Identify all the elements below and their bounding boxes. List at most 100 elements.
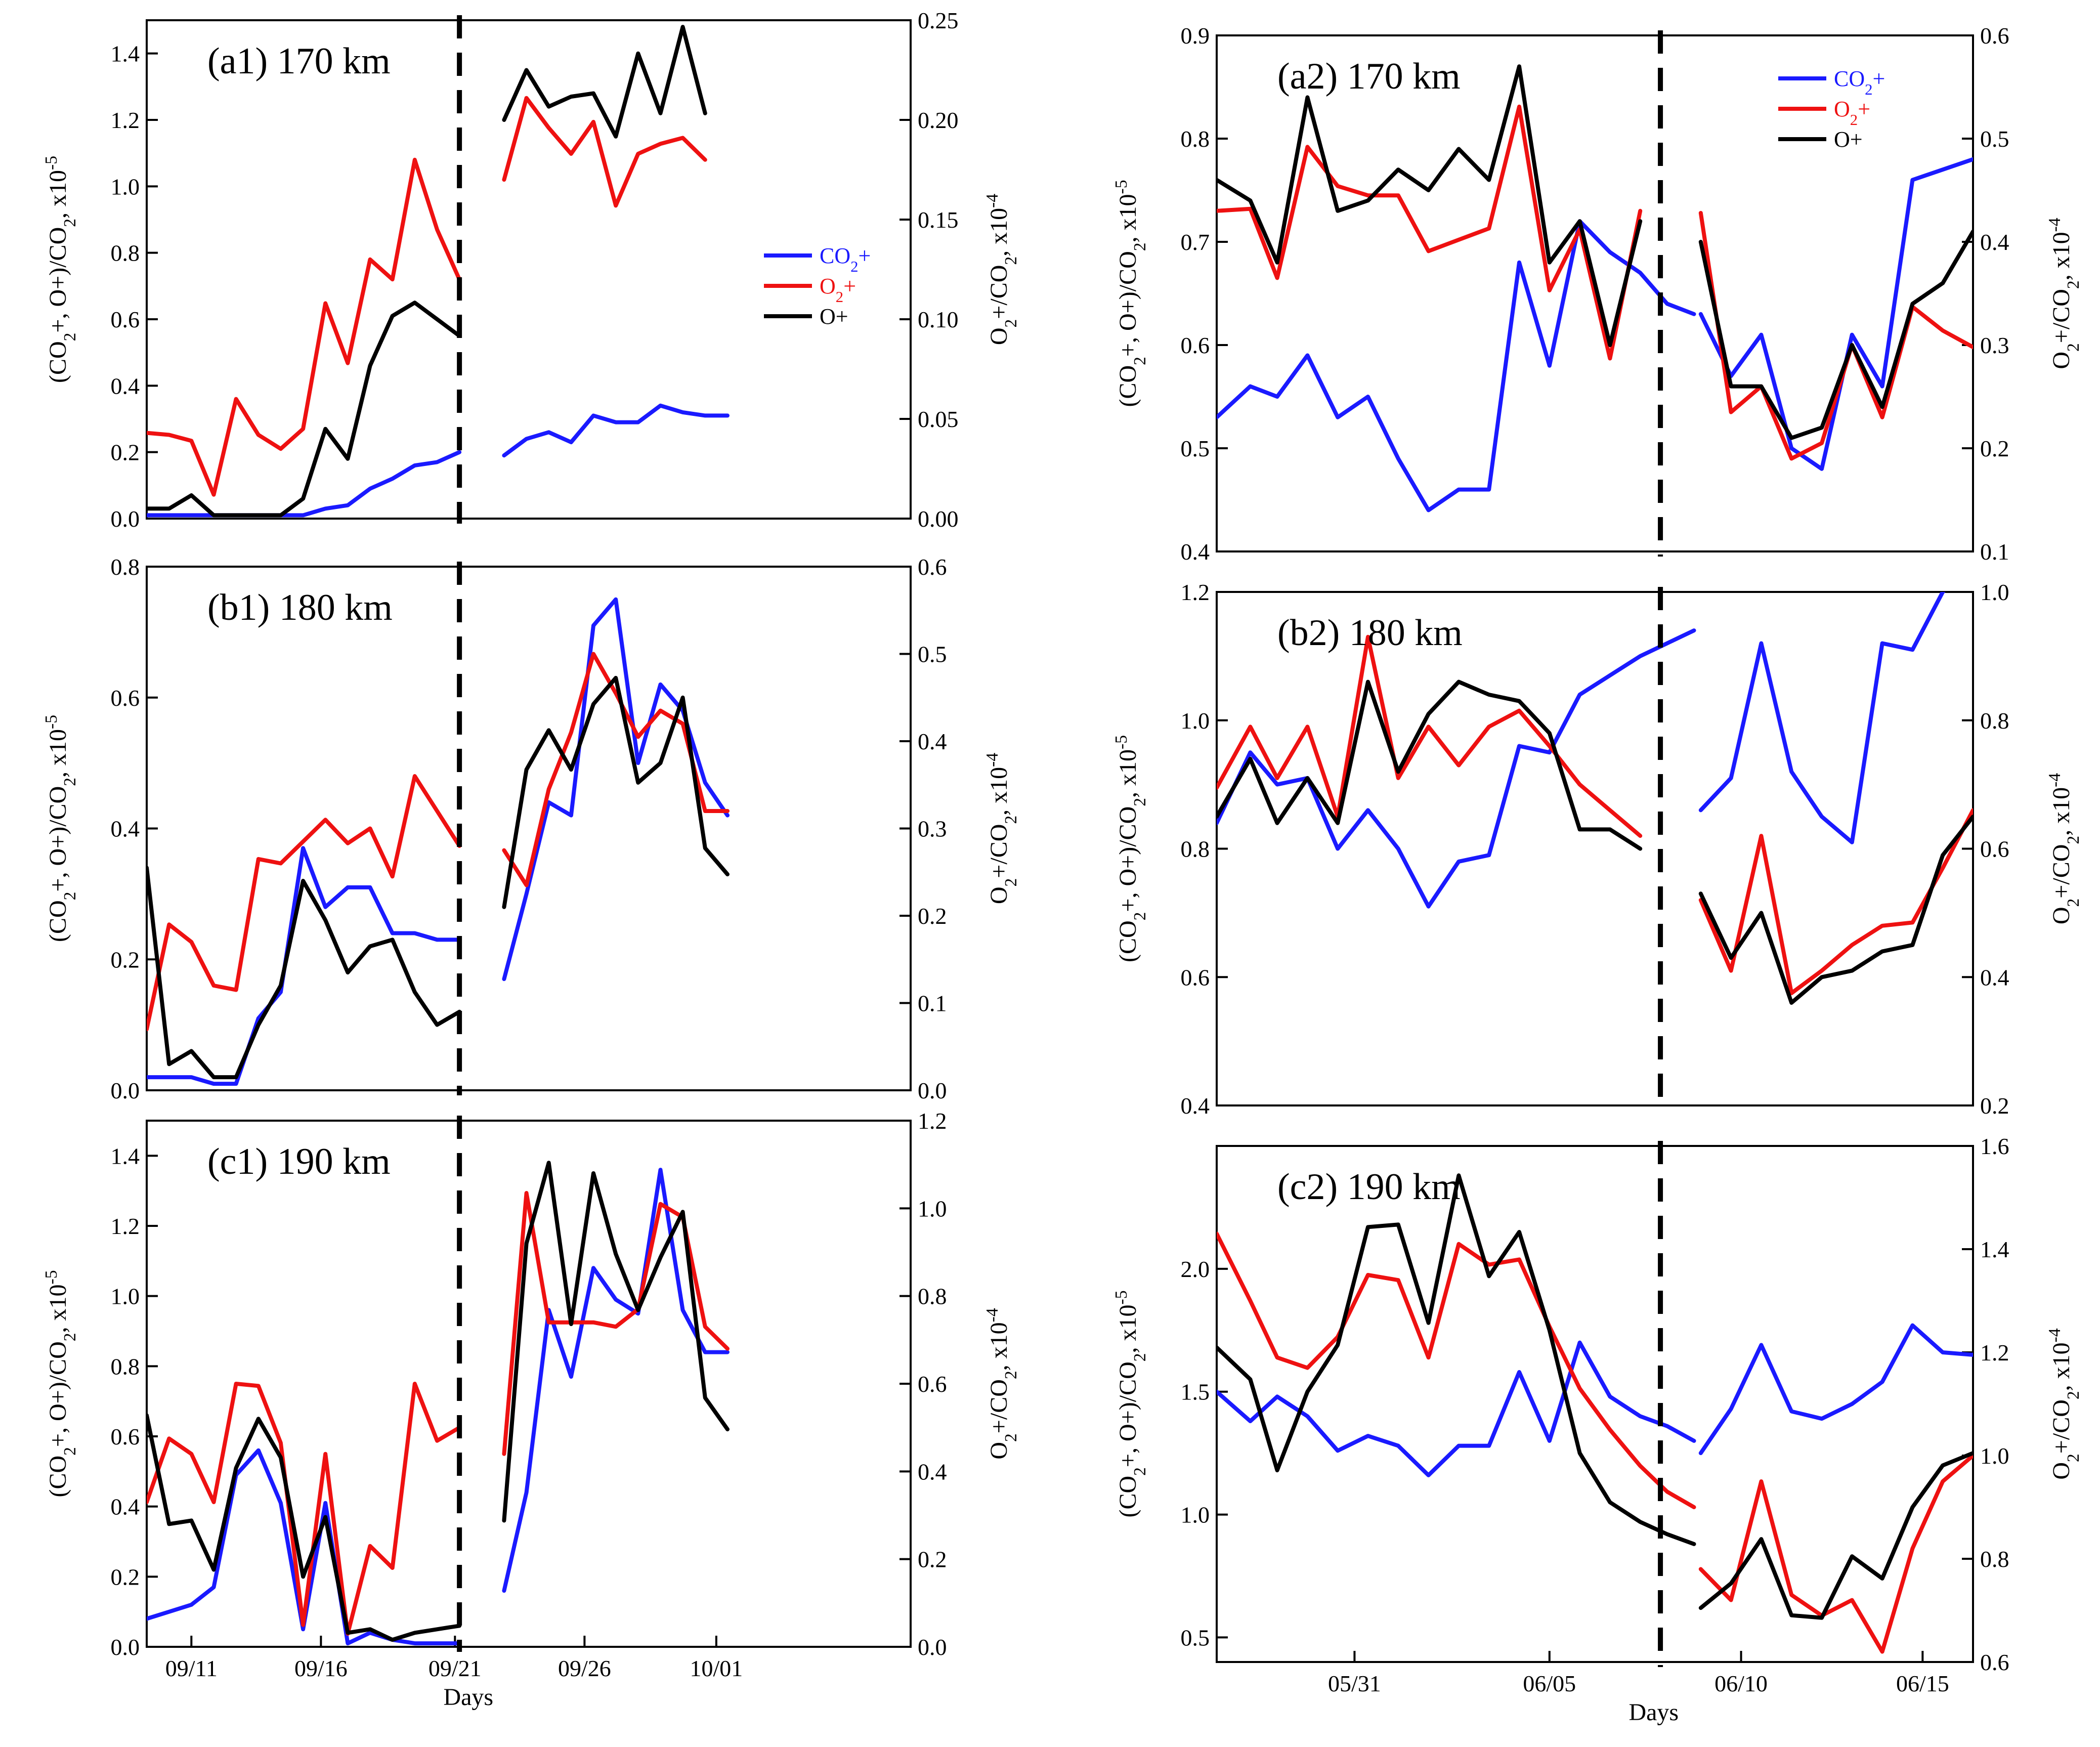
ytick-right-label: 0.3	[1980, 332, 2009, 358]
legend-label: CO2+	[820, 243, 871, 275]
ytick-left-label: 0.4	[111, 1494, 140, 1520]
ytick-left-label: 0.6	[1181, 332, 1210, 358]
plot-frame-a1	[146, 19, 912, 520]
ytick-right-label: 1.4	[1980, 1237, 2009, 1262]
ytick-right-label: 0.8	[1980, 1546, 2009, 1572]
ytick-right-label: 0.10	[918, 307, 959, 332]
series-line-o-plus	[147, 301, 462, 518]
ytick-right-label: 0.25	[918, 8, 959, 33]
panel-a1: 0.0 0.2 0.4 0.6 0.8 1.0 1.2 1.4 0.00 0.05 0.10 0.15…	[42, 8, 1020, 532]
y-axis-label-right: O2+/CO2, x10-4	[983, 1308, 1020, 1460]
ytick-left-label: 0.2	[111, 1564, 140, 1590]
panel-title: (a2) 170 km	[1277, 56, 1461, 97]
plot-frame-c2	[1216, 1145, 1974, 1663]
panel-title: (c2) 190 km	[1277, 1166, 1461, 1208]
ytick-left-label: 0.8	[1181, 126, 1210, 152]
legend: CO2+O2+O+	[764, 243, 871, 329]
ytick-right-label: 0.0	[918, 1634, 947, 1660]
ytick-right-label: 1.6	[1980, 1133, 2009, 1159]
series-line-o-plus	[1698, 229, 1973, 440]
panel-a2: 0.4 0.5 0.6 0.7 0.8 0.9 0.1 0.2 0.3 0.4 0.5 0.6 (CO2…	[1112, 23, 2083, 565]
series-line-co2-plus	[502, 1168, 730, 1593]
ytick-left-label: 1.0	[1181, 1502, 1210, 1528]
xtick-label: 10/01	[690, 1655, 743, 1681]
xtick-label: 09/11	[165, 1655, 218, 1681]
panel-title: (b2) 180 km	[1277, 612, 1463, 654]
ytick-left-label: 0.6	[111, 307, 140, 332]
ytick-left-label: 0.5	[1181, 436, 1210, 461]
ytick-right-label: 0.6	[918, 554, 947, 580]
ytick-left-label: 1.4	[111, 1143, 140, 1169]
series-group-b1	[147, 597, 730, 1086]
series-line-co2-plus	[147, 450, 462, 518]
ytick-right-label: 0.2	[1980, 436, 2009, 461]
ytick-left-label: 0.0	[111, 1078, 140, 1103]
ytick-left-label: 0.2	[111, 947, 140, 972]
y-axis-label-right: O2+/CO2, x10-4	[2045, 1328, 2083, 1480]
series-line-o2-plus	[1217, 104, 1643, 361]
y-axis-label-left: (CO2+, O+)/CO2, x10-5	[1112, 180, 1149, 407]
ytick-left-label: 1.0	[1181, 708, 1210, 734]
ytick-right-label: 0.15	[918, 207, 959, 233]
xtick-label: 06/15	[1896, 1671, 1949, 1696]
series-line-o-plus	[1217, 64, 1643, 347]
xtick-label: 05/31	[1328, 1671, 1381, 1696]
ytick-left-label: 0.2	[111, 440, 140, 465]
x-axis-label: Days	[1628, 1699, 1679, 1726]
series-line-o-plus	[147, 1413, 462, 1642]
series-line-co2-plus	[502, 403, 730, 458]
series-line-o2-plus	[147, 1382, 462, 1636]
ytick-left-label: 0.8	[111, 554, 140, 580]
legend: CO2+O2+O+	[1778, 66, 1885, 152]
ytick-right-label: 0.6	[1980, 23, 2009, 49]
ytick-right-label: 0.4	[1980, 229, 2009, 255]
ytick-left-label: 2.0	[1181, 1256, 1210, 1282]
series-line-o2-plus	[1217, 1231, 1696, 1509]
series-line-o-plus	[1698, 1451, 1973, 1620]
ytick-left-label: 0.9	[1181, 23, 1210, 49]
series-line-o-plus	[502, 25, 707, 139]
series-line-o2-plus	[1698, 808, 1973, 995]
series-line-o2-plus	[502, 96, 707, 208]
ytick-right-label: 0.2	[1980, 1093, 2009, 1119]
y-axis-label-left: (CO2+, O+)/CO2, x10-5	[1112, 735, 1149, 962]
ytick-left-label: 0.6	[111, 1424, 140, 1450]
ytick-left-label: 0.4	[111, 816, 140, 842]
series-group-c2	[1217, 1173, 1973, 1654]
ytick-left-label: 0.7	[1181, 229, 1210, 255]
ytick-left-label: 0.0	[111, 506, 140, 532]
panel-c1: 0.0 0.2 0.4 0.6 0.8 1.0 1.2 1.4 0.0 0.2 0.4 0.6 0.8 1…	[42, 1108, 1020, 1711]
ytick-right-label: 0.00	[918, 506, 959, 532]
legend-label: O2+	[1834, 97, 1870, 129]
ytick-left-label: 1.0	[111, 174, 140, 199]
series-group-c1	[147, 1161, 730, 1646]
ytick-right-label: 0.3	[918, 816, 947, 842]
ytick-right-label: 1.2	[918, 1108, 947, 1134]
ytick-left-label: 1.5	[1181, 1379, 1210, 1405]
y-axis-label-left: (CO2+, O+)/CO2, x10-5	[1112, 1290, 1149, 1517]
ytick-right-label: 1.0	[1980, 1443, 2009, 1469]
ytick-right-label: 0.8	[1980, 708, 2009, 734]
ytick-right-label: 0.1	[918, 991, 947, 1016]
legend-label: O2+	[820, 274, 856, 306]
series-line-co2-plus	[1217, 1340, 1696, 1477]
ytick-left-label: 1.2	[111, 1213, 140, 1239]
ytick-left-label: 1.2	[1181, 579, 1210, 605]
series-line-o2-plus	[1698, 1454, 1973, 1654]
ytick-right-label: 0.0	[918, 1078, 947, 1103]
series-line-o-plus	[1217, 679, 1643, 851]
plot-frame-a2	[1216, 34, 1974, 552]
ytick-right-label: 1.0	[1980, 579, 2009, 605]
series-line-co2-plus	[1698, 157, 1973, 471]
panel-title: (b1) 180 km	[207, 587, 393, 628]
y-axis-label-left: (CO2+, O+)/CO2, x10-5	[42, 156, 79, 383]
ytick-right-label: 0.5	[1980, 126, 2009, 152]
xtick-label: 06/05	[1523, 1671, 1576, 1696]
xtick-label: 06/10	[1715, 1671, 1768, 1696]
panel-title: (c1) 190 km	[207, 1141, 391, 1182]
ytick-left-label: 0.8	[111, 1353, 140, 1379]
series-line-o-plus	[1698, 815, 1973, 1005]
series-line-co2-plus	[1698, 1323, 1973, 1456]
y-axis-label-left: (CO2+, O+)/CO2, x10-5	[42, 1270, 79, 1497]
